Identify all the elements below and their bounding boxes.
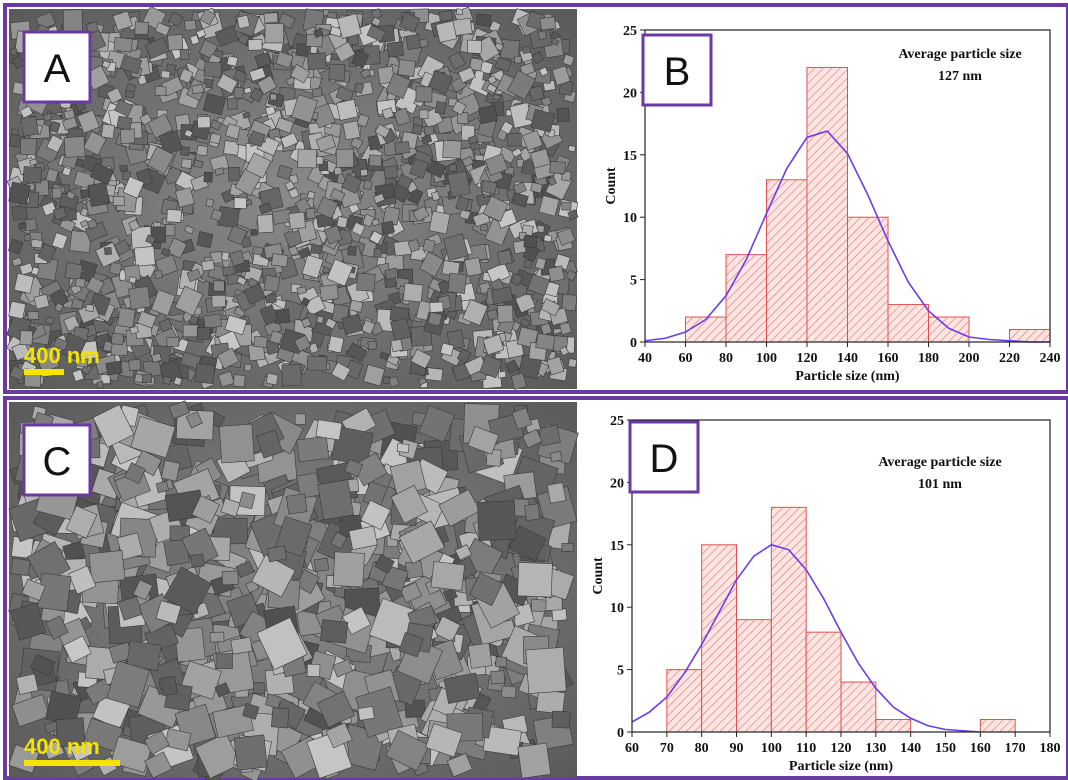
bar	[702, 545, 737, 732]
figure: A400 nmC400 nm40608010012014016018020022…	[0, 0, 1068, 780]
y-tick-label: 25	[610, 414, 624, 429]
x-tick-label: 80	[695, 741, 709, 756]
x-tick-label: 60	[625, 741, 639, 756]
x-tick-label: 140	[837, 351, 858, 366]
x-tick-label: 180	[918, 351, 939, 366]
y-tick-label: 10	[623, 211, 637, 226]
annotation: Average particle size	[898, 47, 1021, 62]
y-tick-label: 0	[630, 336, 637, 351]
x-tick-label: 100	[756, 351, 777, 366]
panel-label: A	[44, 47, 71, 91]
x-tick-label: 160	[878, 351, 899, 366]
x-tick-label: 110	[796, 741, 816, 756]
bar	[771, 507, 806, 732]
x-tick-label: 80	[719, 351, 733, 366]
scale-bar	[24, 760, 120, 766]
annotation: 101 nm	[918, 477, 962, 492]
x-tick-label: 130	[865, 741, 886, 756]
sem-image	[6, 6, 578, 389]
bar	[888, 305, 929, 342]
x-tick-label: 200	[959, 351, 980, 366]
x-tick-label: 40	[638, 351, 652, 366]
bar	[667, 670, 702, 732]
y-tick-label: 25	[623, 24, 637, 39]
x-tick-label: 90	[730, 741, 744, 756]
x-tick-label: 240	[1040, 351, 1061, 366]
y-axis-label: Count	[591, 557, 606, 595]
y-tick-label: 20	[623, 86, 637, 101]
bar	[726, 255, 767, 342]
x-axis-label: Particle size (nm)	[795, 369, 900, 384]
y-tick-label: 20	[610, 476, 624, 491]
x-tick-label: 180	[1040, 741, 1061, 756]
x-tick-label: 170	[1005, 741, 1026, 756]
y-axis-label: Count	[604, 167, 619, 205]
annotation: 127 nm	[938, 69, 982, 84]
x-tick-label: 120	[797, 351, 818, 366]
scale-bar	[24, 369, 64, 375]
x-tick-label: 70	[660, 741, 674, 756]
y-tick-label: 0	[617, 726, 624, 741]
x-tick-label: 100	[761, 741, 782, 756]
bar	[686, 317, 727, 342]
bar	[841, 682, 876, 732]
bar	[737, 620, 772, 732]
bar	[807, 67, 848, 342]
panel-label: B	[664, 50, 691, 94]
panel-label: C	[43, 440, 72, 484]
x-tick-label: 150	[935, 741, 956, 756]
annotation: Average particle size	[878, 455, 1001, 470]
x-tick-label: 160	[970, 741, 991, 756]
bar	[1010, 330, 1051, 342]
x-axis-label: Particle size (nm)	[789, 759, 894, 774]
x-tick-label: 60	[679, 351, 693, 366]
y-tick-label: 10	[610, 601, 624, 616]
panel-label: D	[650, 437, 679, 481]
scale-bar-label: 400 nm	[24, 734, 100, 759]
sem-image	[9, 401, 579, 780]
bar	[980, 720, 1015, 732]
y-tick-label: 15	[610, 539, 624, 554]
x-tick-label: 140	[900, 741, 921, 756]
bar	[806, 632, 841, 732]
scale-bar-label: 400 nm	[24, 343, 100, 368]
bar	[876, 720, 911, 732]
y-tick-label: 5	[617, 664, 624, 679]
x-tick-label: 220	[999, 351, 1020, 366]
x-tick-label: 120	[831, 741, 852, 756]
y-tick-label: 15	[623, 149, 637, 164]
y-tick-label: 5	[630, 274, 637, 289]
bar	[767, 180, 808, 342]
bar	[848, 217, 889, 342]
bar	[929, 317, 970, 342]
